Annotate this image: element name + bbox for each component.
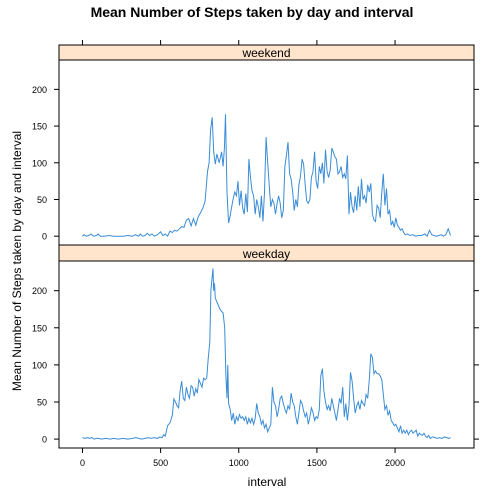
chart-title: Mean Number of Steps taken by day and in… [91,4,414,20]
x-axis-label: interval [248,475,287,489]
strip-label-weekday: weekday [242,247,290,261]
series-line-weekend [82,114,452,238]
y-tick-label: 0 [42,232,47,242]
y-tick-label: 50 [37,195,47,205]
x-tick-label: 500 [153,458,168,468]
y-axis-label: Mean Number of Steps taken by day and in… [10,131,24,391]
series-line-weekday [82,268,451,440]
y-tick-label: 100 [32,158,47,168]
panel-weekend: weekend [58,44,475,238]
x-tick-label: 1000 [229,458,249,468]
y-tick-label: 200 [32,85,47,95]
series-weekend [82,114,452,238]
series-weekday [82,268,451,440]
x-tick-label: 1500 [307,458,327,468]
y-tick-label: 0 [42,435,47,445]
panel-box [58,260,475,449]
panel-weekday: weekday [58,244,475,440]
x-tick-label: 0 [80,458,85,468]
y-tick-label: 50 [37,397,47,407]
panel-box [58,59,475,246]
x-tick-label: 2000 [385,458,405,468]
y-tick-label: 150 [32,122,47,132]
y-tick-label: 100 [32,360,47,370]
y-tick-label: 150 [32,323,47,333]
strip-weekday [58,244,475,262]
y-tick-label: 200 [32,286,47,296]
strip-label-weekend: weekend [241,46,290,60]
strip-weekend [58,44,475,61]
